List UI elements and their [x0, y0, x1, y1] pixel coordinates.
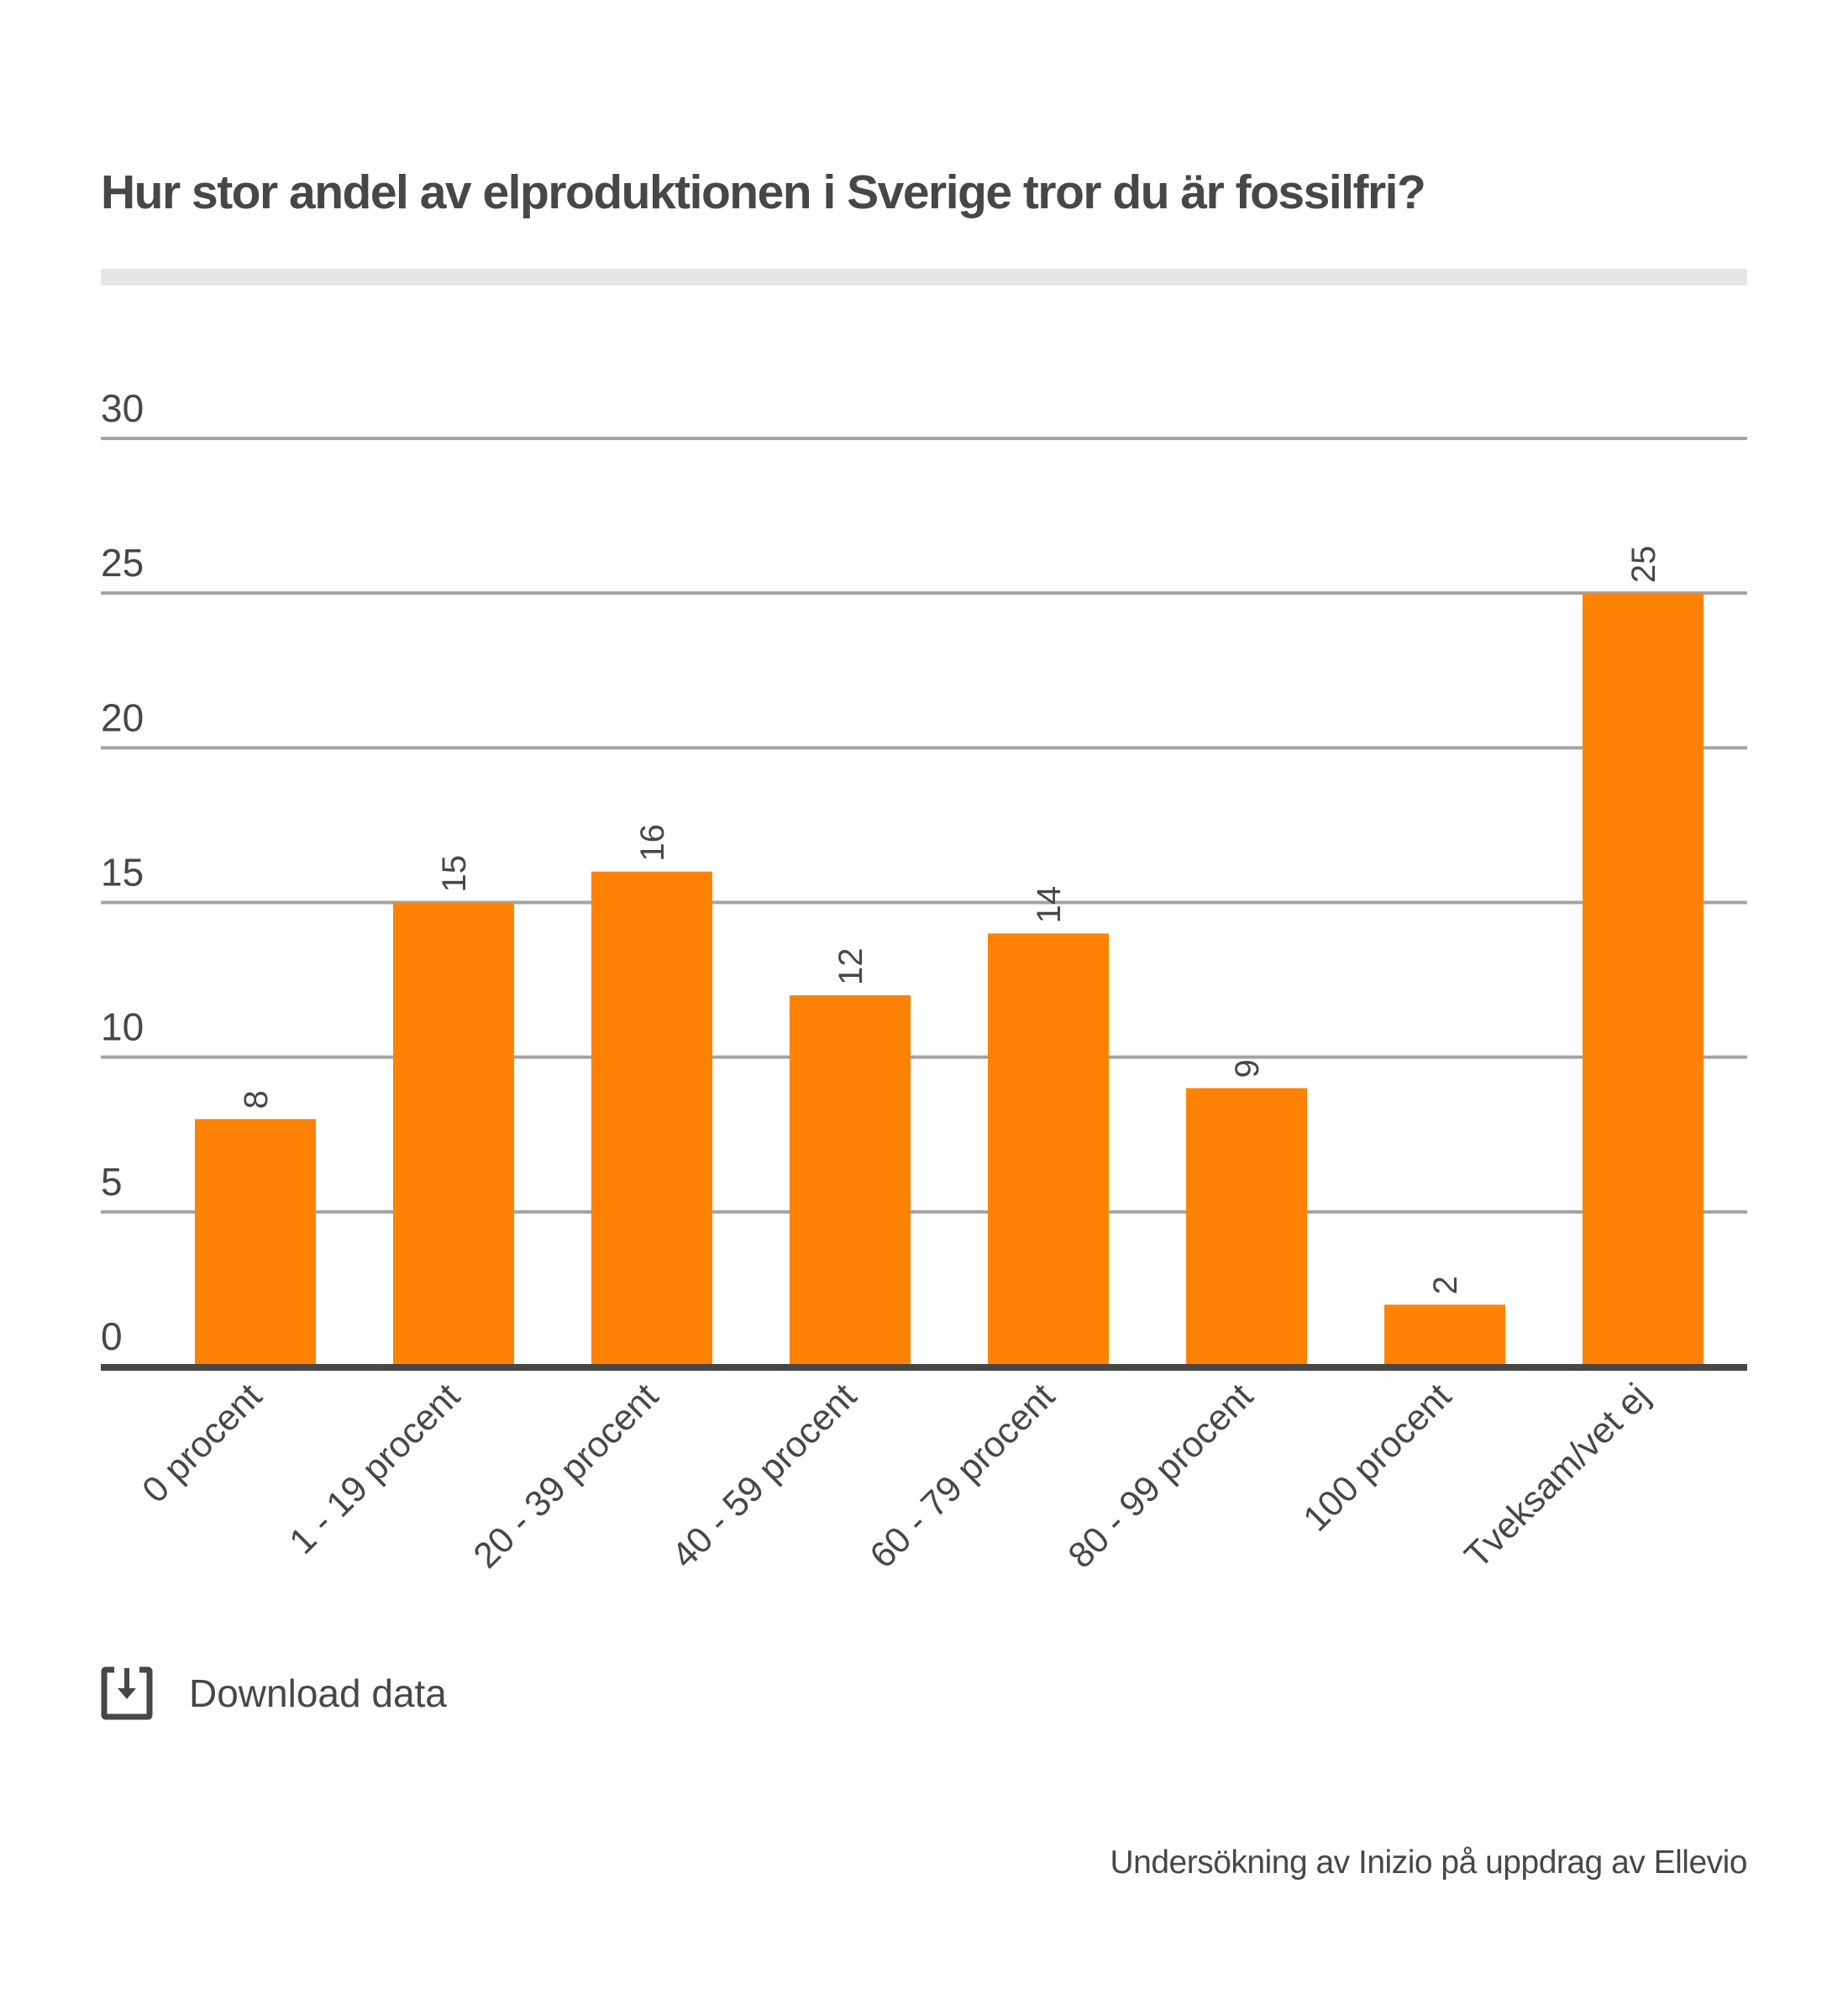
bar-7	[1583, 593, 1704, 1367]
value-label-1: 15	[436, 855, 473, 893]
value-label-5: 9	[1229, 1059, 1266, 1078]
y-tick-label-30: 30	[101, 386, 144, 430]
bar-5	[1186, 1088, 1307, 1367]
bar-0	[195, 1119, 316, 1367]
y-tick-label-25: 25	[101, 541, 144, 585]
source-credit: Undersökning av Inizio på uppdrag av Ell…	[1110, 1844, 1748, 1881]
bar-4	[988, 933, 1109, 1367]
download-icon	[101, 1666, 153, 1720]
y-axis-ticks: 0 5 10 15 20 25 30	[101, 386, 144, 1358]
chart-title: Hur stor andel av elproduktionen i Sveri…	[101, 165, 1426, 219]
bar-3	[790, 995, 911, 1367]
x-tick-label-5: 80 - 99 procent	[1061, 1376, 1262, 1577]
x-tick-label-1: 1 - 19 procent	[282, 1376, 469, 1562]
x-tick-label-7: Tveksam/vet ej	[1457, 1376, 1657, 1576]
y-tick-label-5: 5	[101, 1160, 123, 1204]
x-tick-label-3: 40 - 59 procent	[664, 1376, 865, 1577]
bars	[195, 593, 1704, 1367]
value-label-6: 2	[1427, 1276, 1464, 1294]
download-data-button[interactable]: Download data	[101, 1666, 447, 1720]
download-data-label: Download data	[189, 1671, 447, 1715]
y-tick-label-15: 15	[101, 851, 144, 895]
bar-2	[591, 871, 712, 1367]
x-tick-label-0: 0 procent	[134, 1376, 270, 1511]
bar-6	[1384, 1304, 1505, 1367]
x-tick-label-6: 100 procent	[1296, 1376, 1460, 1540]
x-tick-label-4: 60 - 79 procent	[863, 1376, 1063, 1577]
title-divider	[101, 269, 1747, 286]
value-labels: 8 15 16 12 14 9 2 25	[238, 546, 1662, 1295]
value-label-0: 8	[238, 1090, 275, 1109]
value-label-4: 14	[1031, 886, 1068, 924]
value-label-3: 12	[832, 948, 869, 986]
y-tick-label-0: 0	[101, 1314, 123, 1358]
bar-1	[393, 902, 514, 1367]
gridlines	[101, 437, 1747, 1214]
bar-chart: 0 5 10 15 20 25 30 8 15 16 12 14 9 2 25 0 procent 1 - …	[101, 386, 1747, 1577]
value-label-7: 25	[1625, 546, 1662, 584]
value-label-2: 16	[634, 824, 671, 862]
x-tick-label-2: 20 - 39 procent	[466, 1376, 667, 1577]
y-tick-label-20: 20	[101, 695, 144, 739]
y-tick-label-10: 10	[101, 1005, 144, 1049]
